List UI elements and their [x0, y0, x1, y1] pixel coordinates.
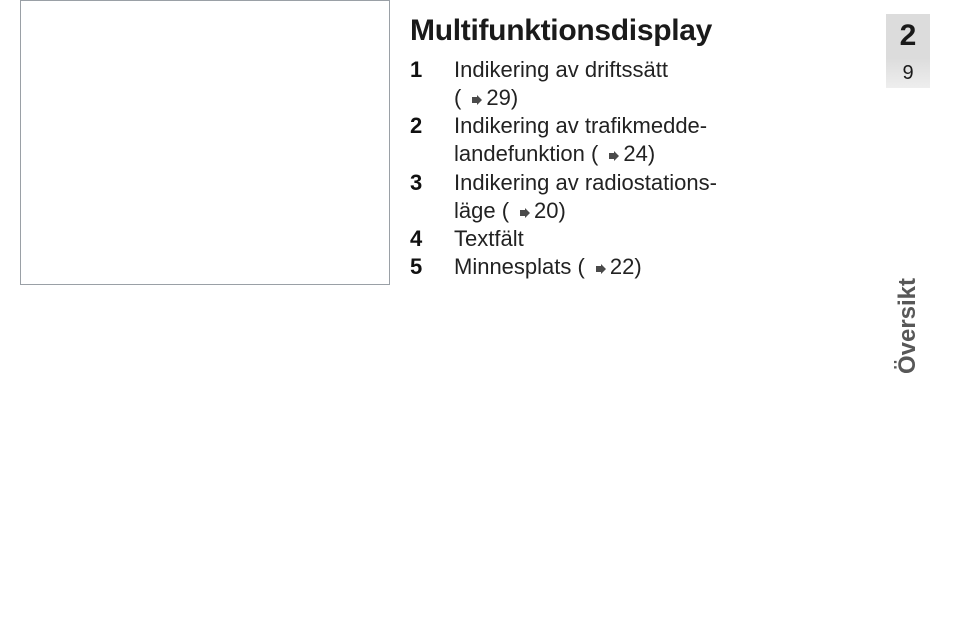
item-text-sub: (29) [454, 84, 830, 112]
item-text-after: ) [634, 254, 641, 279]
legend-list: 1 Indikering av driftssätt (29) 2 Indike… [410, 56, 830, 281]
item-number: 1 [410, 56, 454, 112]
thumb-tab: 2 9 [886, 14, 930, 88]
page-number: 9 [886, 58, 930, 88]
item-text-main: Indikering av trafikmedde- [454, 113, 707, 138]
item-text-sub: läge ( 20) [454, 197, 830, 225]
page-ref: 29 [486, 85, 510, 110]
page-ref-icon [587, 263, 607, 275]
page-ref: 20 [534, 198, 558, 223]
item-text-main: Indikering av driftssätt [454, 57, 668, 82]
item-text-cont: landefunktion ( [454, 141, 598, 166]
item-text: Indikering av driftssätt (29) [454, 56, 830, 112]
list-item: 5 Minnesplats ( 22) [410, 253, 830, 281]
item-text-after: ) [648, 141, 655, 166]
item-number: 5 [410, 253, 454, 281]
page-ref: 22 [610, 254, 634, 279]
section-title: Multifunktionsdisplay [410, 14, 830, 48]
list-item: 4 Textfält [410, 225, 830, 253]
item-text-cont: läge ( [454, 198, 509, 223]
chapter-number: 2 [886, 14, 930, 58]
item-text-main: Indikering av radiostations- [454, 170, 717, 195]
list-item: 2 Indikering av trafikmedde- landefunkti… [410, 112, 830, 168]
item-number: 4 [410, 225, 454, 253]
page: Multifunktionsdisplay 1 Indikering av dr… [0, 0, 960, 620]
item-text: Indikering av radiostations- läge ( 20) [454, 169, 830, 225]
item-number: 2 [410, 112, 454, 168]
item-text-sub: landefunktion ( 24) [454, 140, 830, 168]
figure-placeholder [20, 0, 390, 285]
item-number: 3 [410, 169, 454, 225]
list-item: 3 Indikering av radiostations- läge ( 20) [410, 169, 830, 225]
item-text: Indikering av trafikmedde- landefunktion… [454, 112, 830, 168]
list-item: 1 Indikering av driftssätt (29) [410, 56, 830, 112]
item-text: Minnesplats ( 22) [454, 253, 830, 281]
page-ref-icon [600, 150, 620, 162]
item-text-after: ) [559, 198, 566, 223]
item-text-main: Minnesplats ( [454, 254, 585, 279]
side-label: Översikt [886, 200, 930, 340]
item-text: Textfält [454, 225, 830, 253]
side-label-text: Översikt [894, 278, 922, 374]
page-ref-icon [511, 207, 531, 219]
page-ref: 24 [623, 141, 647, 166]
content-block: Multifunktionsdisplay 1 Indikering av dr… [410, 14, 830, 281]
page-ref-icon [463, 94, 483, 106]
